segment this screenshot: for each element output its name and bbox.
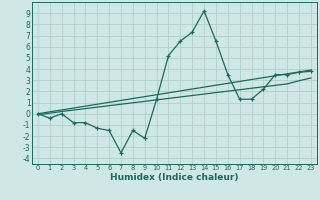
X-axis label: Humidex (Indice chaleur): Humidex (Indice chaleur) — [110, 173, 239, 182]
